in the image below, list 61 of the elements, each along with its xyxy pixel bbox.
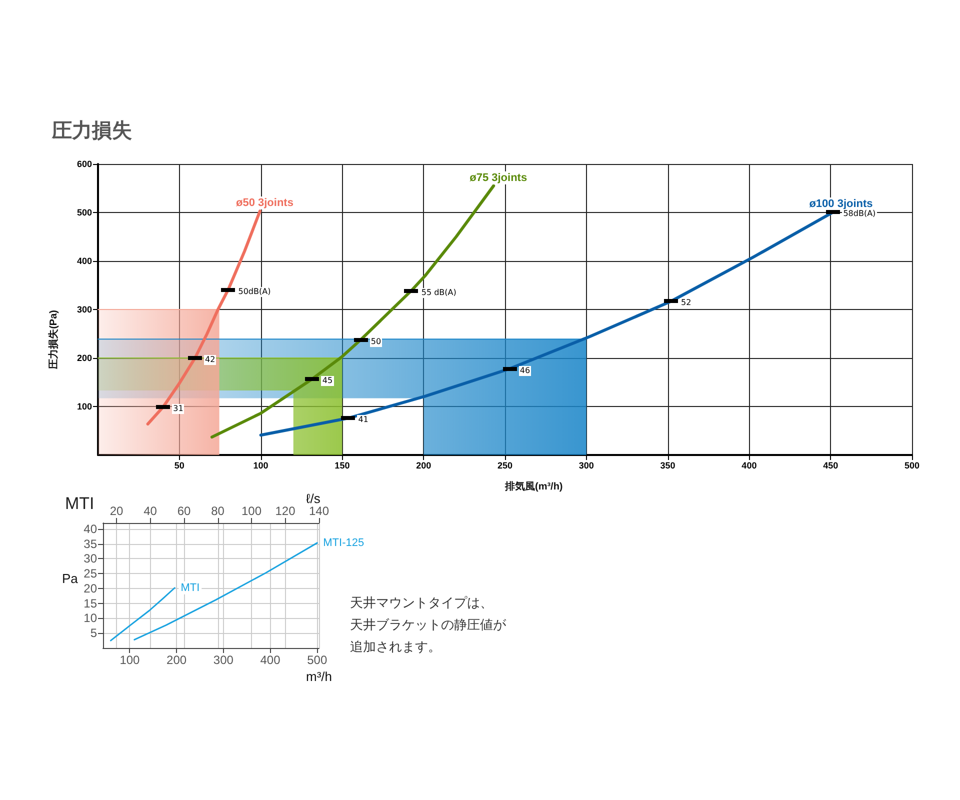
x2-tick-label: 60: [177, 504, 191, 518]
x-tick-label: 200: [416, 460, 432, 470]
x-tick-label: 150: [334, 460, 350, 470]
y-tick-label: 600: [76, 159, 92, 169]
x-tick-label: 400: [260, 653, 281, 667]
y-tick-label: 20: [84, 581, 98, 596]
series-label: MTI-125: [323, 536, 364, 549]
chart-title: MTI: [65, 494, 94, 513]
x2-axis-title: ℓ/s: [306, 491, 321, 506]
annotation: 55 dB(A): [420, 288, 458, 298]
series-label: MTI: [180, 582, 200, 594]
y-tick-label: 30: [84, 552, 98, 566]
x2-tick-label: 40: [144, 504, 158, 518]
annotation: 31: [172, 404, 184, 414]
annotation: 58dB(A): [842, 209, 877, 219]
text: 追加されます。: [350, 640, 441, 656]
y-axis-title: Pa: [62, 571, 79, 586]
chart-title: 圧力損失: [51, 120, 132, 142]
y-tick-label: 25: [84, 566, 98, 581]
x-tick-label: 500: [307, 653, 328, 667]
annotation: 52: [680, 298, 692, 308]
series-label: ø75 3joints: [470, 172, 528, 184]
x-axis-title: 排気風(m³/h): [504, 480, 563, 492]
x-tick-label: 350: [660, 460, 676, 470]
x2-tick-label: 120: [275, 504, 296, 518]
x-tick-label: 450: [823, 460, 838, 470]
x2-tick-label: 100: [241, 504, 262, 518]
x-tick-label: 250: [497, 460, 513, 470]
y-tick-label: 40: [84, 522, 98, 536]
x2-tick-label: 140: [308, 504, 330, 518]
y-tick-label: 10: [84, 611, 98, 626]
y-tick-label: 500: [76, 208, 92, 218]
y-tick-label: 15: [84, 596, 98, 610]
x2-tick-label: 20: [110, 504, 124, 518]
annotation: 50dB(A): [237, 286, 272, 297]
text: 天井ブラケットの静圧値が: [350, 618, 506, 634]
x-axis-title: m³/h: [306, 669, 332, 684]
annotation: 42: [204, 355, 216, 365]
annotation: 45: [321, 376, 334, 386]
series-label: ø100 3joints: [809, 198, 873, 210]
x-tick-label: 500: [904, 460, 920, 470]
y-axis-title: 圧力損失(Pa): [48, 310, 60, 370]
y-tick-label: 5: [90, 626, 98, 640]
x-tick-label: 100: [253, 460, 268, 470]
annotation: 50: [370, 336, 382, 347]
text: 天井マウントタイプは、: [350, 596, 493, 612]
annotation: 46: [518, 366, 532, 376]
x2-tick-label: 80: [211, 504, 225, 518]
x-tick-label: 300: [578, 460, 594, 470]
x-tick-label: 100: [120, 653, 140, 667]
y-tick-label: 300: [76, 304, 92, 314]
series-label: ø50 3joints: [236, 197, 294, 210]
x-tick-label: 300: [213, 653, 234, 667]
y-tick-label: 100: [76, 402, 92, 412]
x-tick-label: 400: [742, 460, 757, 470]
y-tick-label: 400: [76, 256, 92, 266]
annotation: 41: [357, 415, 370, 426]
y-tick-label: 35: [84, 536, 98, 551]
x-tick-label: 200: [166, 653, 187, 667]
y-tick-label: 200: [76, 353, 92, 363]
x-tick-label: 50: [174, 460, 184, 470]
